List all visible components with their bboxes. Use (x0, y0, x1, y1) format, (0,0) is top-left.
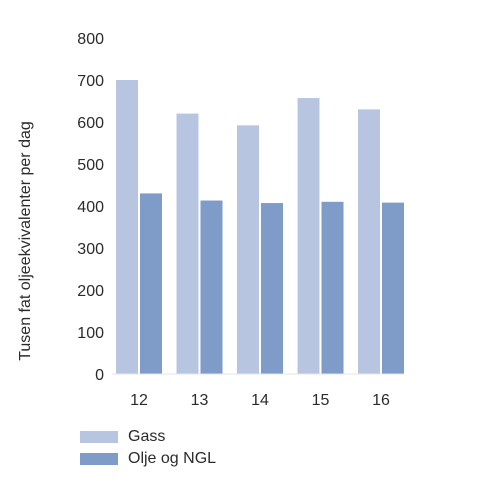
y-tick-label: 0 (95, 367, 104, 384)
x-axis-ticks: 12 13 14 15 16 (130, 392, 390, 409)
bars (116, 80, 404, 375)
legend-swatch-olje-og-ngl (80, 453, 118, 465)
y-axis-ticks: 0 100 200 300 400 500 600 700 800 (77, 31, 104, 384)
y-tick-label: 500 (77, 157, 104, 174)
bar-olje-og-ngl-13 (200, 200, 223, 374)
x-tick-label: 15 (312, 392, 330, 409)
legend-label-olje-og-ngl: Olje og NGL (128, 450, 217, 467)
x-tick-label: 12 (130, 392, 148, 409)
y-tick-label: 200 (77, 283, 104, 300)
y-tick-label: 600 (77, 115, 104, 132)
y-tick-label: 400 (77, 199, 104, 216)
y-tick-label: 700 (77, 73, 104, 90)
x-tick-label: 14 (251, 392, 269, 409)
y-tick-label: 300 (77, 241, 104, 258)
x-tick-label: 13 (191, 392, 209, 409)
bar-gass-12 (116, 80, 138, 374)
legend-label-gass: Gass (128, 428, 166, 445)
bar-gass-15 (297, 98, 320, 374)
y-tick-label: 100 (77, 325, 104, 342)
y-axis-label: Tusen fat oljeekvivalenter per dag (17, 121, 34, 361)
legend: Gass Olje og NGL (80, 427, 216, 471)
legend-item-olje-og-ngl: Olje og NGL (80, 449, 216, 469)
bar-gass-14 (237, 125, 259, 374)
x-tick-label: 16 (372, 392, 390, 409)
bar-olje-og-ngl-15 (321, 201, 344, 374)
legend-item-gass: Gass (80, 427, 216, 447)
bar-olje-og-ngl-14 (261, 203, 283, 374)
bar-olje-og-ngl-16 (382, 202, 404, 374)
bar-chart: Tusen fat oljeekvivalenter per dag 0 100 2… (17, 31, 404, 409)
bar-olje-og-ngl-12 (140, 193, 162, 374)
legend-swatch-gass (80, 431, 118, 443)
bar-gass-16 (358, 109, 380, 375)
bar-gass-13 (176, 113, 199, 374)
y-tick-label: 800 (77, 31, 104, 48)
